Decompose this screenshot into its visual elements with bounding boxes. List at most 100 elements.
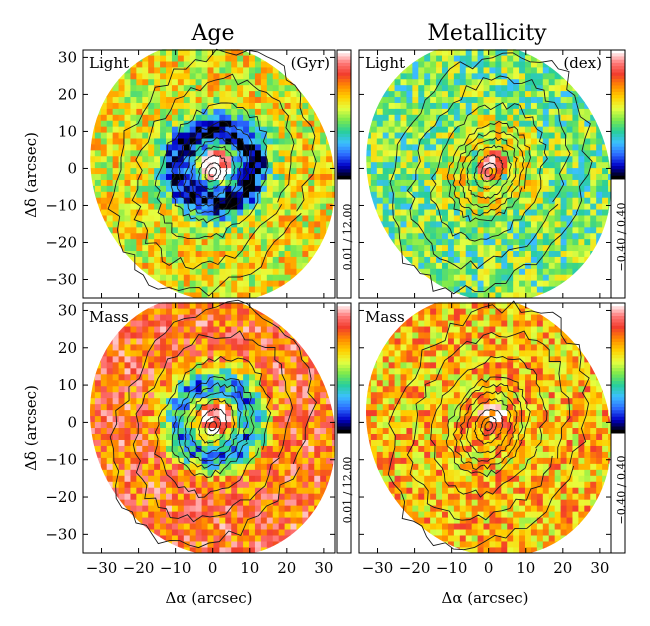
spaxel bbox=[231, 108, 238, 115]
spaxel bbox=[394, 274, 401, 281]
spaxel bbox=[219, 391, 226, 399]
spaxel bbox=[412, 262, 419, 269]
colorbar-swatch bbox=[337, 53, 351, 57]
spaxel bbox=[213, 547, 220, 554]
spaxel bbox=[542, 161, 550, 169]
spaxel bbox=[326, 191, 333, 198]
spaxel bbox=[278, 409, 285, 417]
spaxel bbox=[590, 120, 597, 127]
spaxel bbox=[130, 238, 137, 246]
spaxel bbox=[596, 161, 603, 169]
spaxel bbox=[219, 505, 226, 512]
spaxel bbox=[530, 197, 538, 204]
spaxel bbox=[142, 403, 149, 411]
spaxel bbox=[266, 108, 274, 115]
spaxel bbox=[83, 445, 90, 452]
colorbar-swatch bbox=[611, 82, 625, 86]
spaxel bbox=[130, 292, 137, 299]
spaxel bbox=[94, 286, 102, 293]
spaxel bbox=[201, 403, 208, 411]
spaxel bbox=[225, 439, 232, 446]
spaxel bbox=[519, 61, 526, 68]
spaxel bbox=[376, 72, 384, 80]
spaxel bbox=[326, 96, 333, 103]
spaxel bbox=[249, 523, 256, 530]
spaxel bbox=[160, 120, 167, 127]
spaxel bbox=[548, 102, 556, 109]
spaxel bbox=[201, 149, 208, 157]
spaxel bbox=[542, 102, 550, 109]
colorbar-swatch bbox=[337, 117, 351, 122]
spaxel bbox=[213, 72, 220, 80]
spaxel bbox=[183, 433, 191, 440]
spaxel bbox=[359, 138, 366, 145]
spaxel bbox=[578, 96, 585, 103]
spaxel bbox=[326, 487, 333, 494]
spaxel bbox=[400, 292, 407, 299]
spaxel bbox=[166, 517, 173, 524]
spaxel bbox=[142, 535, 149, 542]
spaxel bbox=[237, 268, 244, 275]
spaxel bbox=[308, 173, 315, 180]
spaxel bbox=[412, 191, 419, 198]
spaxel bbox=[260, 173, 268, 180]
spaxel bbox=[554, 114, 561, 121]
spaxel bbox=[477, 197, 484, 204]
spaxel bbox=[530, 203, 538, 210]
spaxel bbox=[284, 126, 291, 133]
spaxel bbox=[237, 84, 244, 92]
spaxel bbox=[88, 274, 96, 281]
spaxel bbox=[572, 238, 579, 246]
spaxel bbox=[100, 132, 108, 139]
spaxel bbox=[177, 209, 185, 216]
spaxel bbox=[278, 487, 285, 494]
spaxel bbox=[148, 78, 155, 86]
spaxel bbox=[501, 286, 508, 293]
spaxel bbox=[201, 268, 208, 275]
spaxel bbox=[483, 262, 490, 269]
colorbar-swatch bbox=[337, 50, 351, 54]
spaxel bbox=[459, 256, 467, 263]
spaxel bbox=[88, 144, 96, 151]
spaxel bbox=[400, 167, 407, 175]
spaxel bbox=[177, 385, 185, 393]
spaxel bbox=[254, 144, 262, 151]
spaxel bbox=[554, 215, 561, 222]
spaxel bbox=[453, 132, 461, 139]
spaxel bbox=[554, 286, 561, 293]
spaxel bbox=[566, 232, 573, 240]
spaxel bbox=[219, 469, 226, 476]
spaxel bbox=[501, 61, 508, 68]
spaxel bbox=[106, 427, 114, 434]
spaxel bbox=[436, 179, 443, 186]
spaxel bbox=[231, 487, 238, 494]
spaxel bbox=[124, 475, 131, 482]
spaxel bbox=[83, 149, 90, 157]
spaxel bbox=[130, 523, 137, 530]
spaxel bbox=[278, 403, 285, 411]
spaxel bbox=[459, 61, 467, 68]
spaxel bbox=[166, 197, 173, 204]
spaxel bbox=[447, 126, 455, 133]
spaxel bbox=[284, 385, 291, 393]
spaxel bbox=[106, 149, 114, 157]
spaxel bbox=[177, 167, 185, 175]
spaxel bbox=[326, 102, 333, 109]
spaxel bbox=[272, 250, 280, 257]
spaxel bbox=[148, 493, 155, 500]
spaxel bbox=[560, 161, 567, 169]
spaxel bbox=[201, 379, 208, 387]
spaxel bbox=[266, 179, 274, 186]
spaxel bbox=[308, 523, 315, 530]
spaxel bbox=[219, 215, 226, 222]
spaxel bbox=[100, 385, 108, 393]
colorbar-swatch bbox=[337, 111, 351, 115]
spaxel bbox=[195, 102, 202, 109]
spaxel bbox=[359, 262, 366, 269]
spaxel bbox=[142, 226, 149, 234]
spaxel bbox=[278, 286, 285, 293]
spaxel bbox=[225, 451, 232, 458]
spaxel bbox=[249, 221, 256, 228]
spaxel bbox=[296, 120, 303, 127]
spaxel bbox=[406, 67, 413, 74]
